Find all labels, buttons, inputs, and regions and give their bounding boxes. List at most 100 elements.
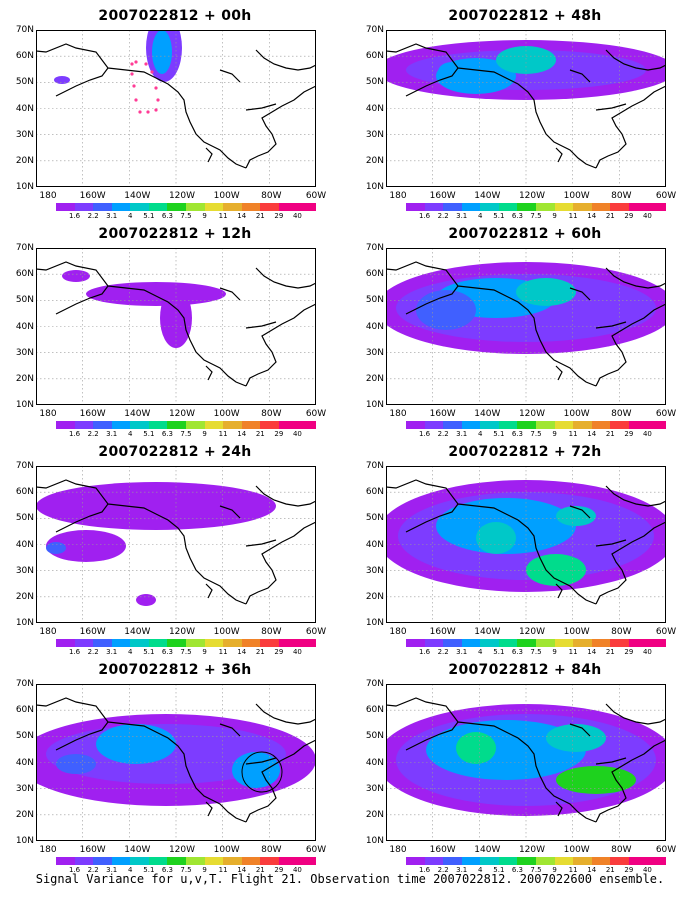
colorbar-swatch [443,203,462,211]
colorbar-label: 40 [642,648,652,656]
grid-lines [386,466,666,623]
lat-label: 70N [15,25,34,35]
colorbar-label: 6.3 [161,648,173,656]
lon-label: 180 [389,191,407,201]
colorbar-label: 1.6 [418,430,431,438]
colorbar-swatch [56,639,75,647]
lon-label: 80W [611,409,632,419]
colorbar-label: 11 [218,430,228,438]
colorbar-label: 5.1 [493,866,505,874]
colorbar-swatch [554,639,574,647]
flight-track-point [130,72,134,76]
coastline [386,479,666,605]
lon-label: 140W [124,409,151,419]
colorbar-swatch [186,639,205,647]
lon-label: 140W [474,845,501,855]
colorbar-label: 2.2 [87,866,99,874]
panel-title: 2007022812 + 36h [98,662,252,678]
colorbar-swatch [278,203,298,211]
colorbar-swatch [148,203,168,211]
colorbar-label: 29 [624,430,634,438]
lon-label: 80W [611,627,632,637]
colorbar-label: 7.5 [530,648,542,656]
colorbar-label: 5.1 [143,866,155,874]
lon-label: 180 [39,845,57,855]
colorbar-swatch [424,203,444,211]
colorbar-label: 7.5 [530,866,542,874]
colorbar-label: 4 [478,866,483,874]
colorbar-label: 9 [202,212,207,220]
colorbar-label: 5.1 [143,430,155,438]
colorbar-swatch [443,421,462,429]
colorbar-swatch [130,421,149,429]
colorbar-swatch [223,203,242,211]
lat-label: 60N [365,51,384,62]
colorbar-swatch [480,203,499,211]
lat-label: 10N [15,400,34,410]
variance-region [56,754,96,774]
colorbar-label: 2.2 [437,866,449,874]
lat-label: 20N [365,591,384,602]
variance-region [546,724,606,752]
map-svg [36,30,316,187]
colorbar-label: 29 [624,866,634,874]
colorbar-swatch [406,421,425,429]
colorbar [406,421,667,429]
colorbar-label: 3.1 [106,430,118,438]
colorbar-label: 29 [274,866,284,874]
colorbar-swatch [148,857,168,865]
coastline [36,697,316,823]
colorbar-label: 7.5 [180,866,192,874]
colorbar-swatch [186,421,205,429]
lat-label: 40N [15,321,34,332]
colorbar-swatch [647,421,667,429]
colorbar-swatch [647,203,667,211]
lat-label: 40N [365,757,384,768]
map-plot [36,248,316,405]
colorbar-label: 21 [255,866,265,874]
lon-label: 180 [389,409,407,419]
colorbar-label: 29 [624,212,634,220]
colorbar-swatch [554,857,574,865]
lon-label: 120W [518,627,546,637]
colorbar-swatch [167,857,187,865]
lon-label: 160W [79,627,106,637]
lat-label: 20N [365,809,384,820]
variance-region [496,46,556,74]
flight-track-point [134,60,138,64]
lon-label: 160W [79,409,106,419]
map-panel-84h: 2007022812 + 84h 70N 60N 50N 40N 30N 20N 10N 180… [350,654,700,874]
colorbar-label: 9 [552,430,557,438]
lon-label: 100W [563,845,590,855]
lon-label: 100W [563,627,590,637]
colorbar-swatch [204,421,224,429]
colorbar-label: 7.5 [180,430,192,438]
colorbar-label: 9 [202,648,207,656]
coastline [36,43,316,169]
colorbar-label: 29 [274,430,284,438]
colorbar-swatch [591,421,611,429]
lon-label: 120W [168,845,196,855]
colorbar-swatch [554,421,574,429]
flight-track-point [154,86,158,90]
colorbar-swatch [93,639,112,647]
panel-title: 2007022812 + 24h [98,444,252,460]
colorbar-label: 3.1 [106,866,118,874]
variance-region [438,62,466,82]
colorbar-swatch [480,421,499,429]
colorbar-swatch [461,639,481,647]
colorbar-swatch [406,203,425,211]
lat-label: 70N [15,243,34,253]
colorbar-label: 11 [568,430,578,438]
lat-label: 60N [15,51,34,62]
variance-region [160,288,192,348]
colorbar-label: 14 [587,866,597,874]
colorbar-label: 29 [624,648,634,656]
colorbar-label: 1.6 [418,648,431,656]
panel-title: 2007022812 + 00h [98,8,252,24]
colorbar-label: 14 [587,212,597,220]
colorbar-swatch [241,203,261,211]
map-plot [386,466,666,623]
variance-region [152,30,172,74]
colorbar-swatch [498,203,518,211]
